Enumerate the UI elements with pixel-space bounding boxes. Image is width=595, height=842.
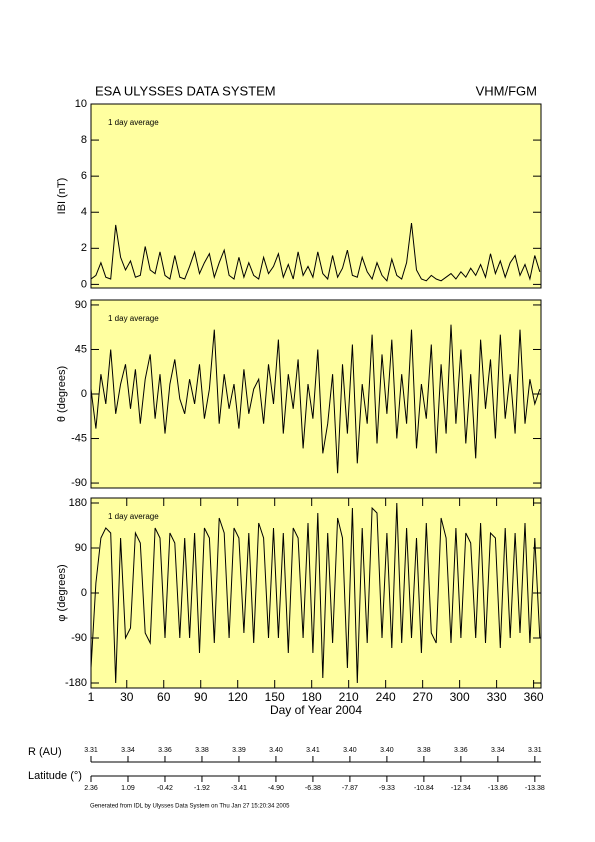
footer: Generated from IDL by Ulysses Data Syste… xyxy=(90,804,290,810)
row-value: -9.33 xyxy=(379,785,395,792)
data-line xyxy=(91,502,541,684)
row-value: 3.40 xyxy=(380,747,394,754)
row-value: 3.31 xyxy=(84,747,98,754)
row-value: -1.92 xyxy=(194,785,210,792)
y-tick-label: -180 xyxy=(65,677,87,689)
row-value: 1.09 xyxy=(121,785,135,792)
row-value: 3.31 xyxy=(528,747,542,754)
row-value: -12.34 xyxy=(451,785,471,792)
y-tick-label: 8 xyxy=(81,134,87,146)
y-tick-label: 2 xyxy=(81,242,87,254)
x-axis-label: Day of Year 2004 xyxy=(270,703,362,717)
x-tick-label: 120 xyxy=(228,690,248,704)
x-tick-label: 60 xyxy=(157,690,171,704)
y-axis-label: φ (degrees) xyxy=(56,564,68,621)
y-tick-label: 90 xyxy=(75,542,87,554)
y-tick-label: -90 xyxy=(71,477,87,489)
instrument: VHM/FGM xyxy=(476,83,537,98)
y-tick-label: 0 xyxy=(81,278,87,290)
row-value: 3.38 xyxy=(417,747,431,754)
annotation: 1 day average xyxy=(108,118,159,127)
row-value: 3.34 xyxy=(121,747,135,754)
data-line xyxy=(91,324,541,474)
row-value: 3.38 xyxy=(195,747,209,754)
row-value: -4.90 xyxy=(268,785,284,792)
row-value: 3.36 xyxy=(158,747,172,754)
row-value: -13.86 xyxy=(488,785,508,792)
x-tick-label: 300 xyxy=(450,690,470,704)
x-tick-label: 240 xyxy=(376,690,396,704)
plot-area xyxy=(90,299,542,489)
title: ESA ULYSSES DATA SYSTEM xyxy=(95,83,276,98)
x-tick-label: 180 xyxy=(302,690,322,704)
row-label: Latitude (°) xyxy=(28,770,82,782)
y-tick-label: 0 xyxy=(81,587,87,599)
y-tick-label: -45 xyxy=(71,432,87,444)
x-tick-label: 330 xyxy=(487,690,507,704)
y-tick-label: 4 xyxy=(81,206,87,218)
row-value: -13.38 xyxy=(525,785,545,792)
y-axis-label: IBI (nT) xyxy=(56,178,68,215)
row-value: -10.84 xyxy=(414,785,434,792)
annotation: 1 day average xyxy=(108,512,159,521)
x-tick-label: 360 xyxy=(524,690,544,704)
row-value: 3.34 xyxy=(491,747,505,754)
row-value: -3.41 xyxy=(231,785,247,792)
y-tick-label: 10 xyxy=(75,98,87,110)
x-tick-label: 1 xyxy=(88,690,95,704)
x-tick-label: 150 xyxy=(265,690,285,704)
y-tick-label: 90 xyxy=(75,299,87,311)
row-value: 3.40 xyxy=(343,747,357,754)
row-label: R (AU) xyxy=(28,746,62,758)
x-tick-label: 90 xyxy=(194,690,208,704)
row-value: 3.40 xyxy=(269,747,283,754)
row-value: 2.36 xyxy=(84,785,98,792)
y-tick-label: 180 xyxy=(69,497,87,509)
y-tick-label: 45 xyxy=(75,343,87,355)
x-tick-label: 270 xyxy=(413,690,433,704)
row-value: -0.42 xyxy=(157,785,173,792)
plot-area xyxy=(90,103,542,289)
data-line xyxy=(91,223,541,282)
x-tick-label: 210 xyxy=(339,690,359,704)
annotation: 1 day average xyxy=(108,314,159,323)
y-axis-label: θ (degrees) xyxy=(56,366,68,422)
y-tick-label: 0 xyxy=(81,388,87,400)
y-tick-label: 6 xyxy=(81,170,87,182)
x-tick-label: 30 xyxy=(120,690,134,704)
row-value: -7.87 xyxy=(342,785,358,792)
row-value: 3.39 xyxy=(232,747,246,754)
row-value: 3.36 xyxy=(454,747,468,754)
row-value: -6.38 xyxy=(305,785,321,792)
row-value: 3.41 xyxy=(306,747,320,754)
y-tick-label: -90 xyxy=(71,632,87,644)
plot-area xyxy=(90,497,542,689)
